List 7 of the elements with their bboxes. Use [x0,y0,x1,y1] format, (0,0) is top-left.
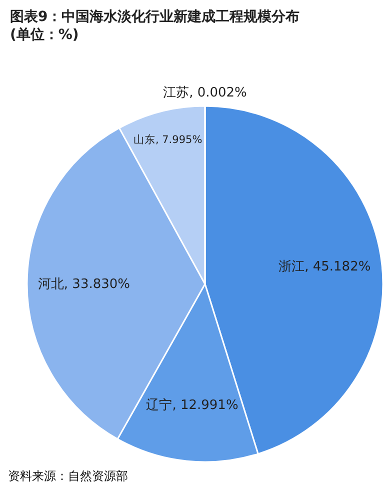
slice-label: 河北, 33.830% [38,276,130,292]
chart-title: 图表9：中国海水淡化行业新建成工程规模分布(单位：%) [10,8,301,44]
slice-label: 浙江, 45.182% [278,259,371,274]
slice-label: 辽宁, 12.991% [146,396,238,413]
slice-label: 江苏, 0.002% [163,86,247,101]
text: 资料来源：自然资源部 [8,468,128,485]
slice-label: 山东, 7.995% [133,132,202,146]
